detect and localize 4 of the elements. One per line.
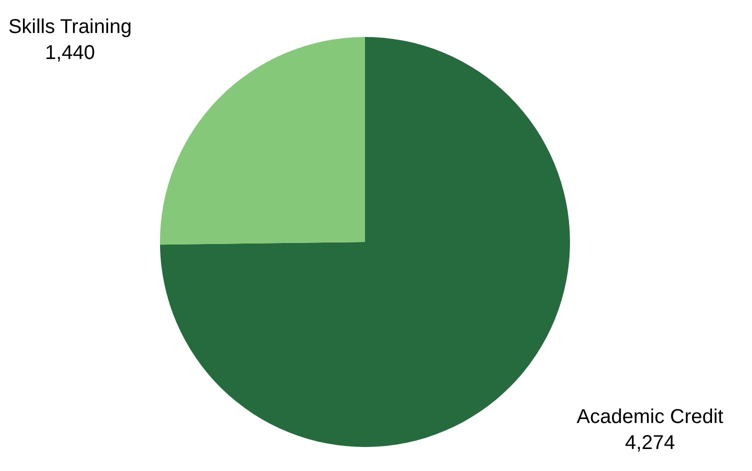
slice-label: Skills Training [8,16,132,38]
slice-label: Academic Credit [576,406,724,428]
data-label: 4,274 [624,432,676,454]
data-label: 1,440 [44,42,96,64]
